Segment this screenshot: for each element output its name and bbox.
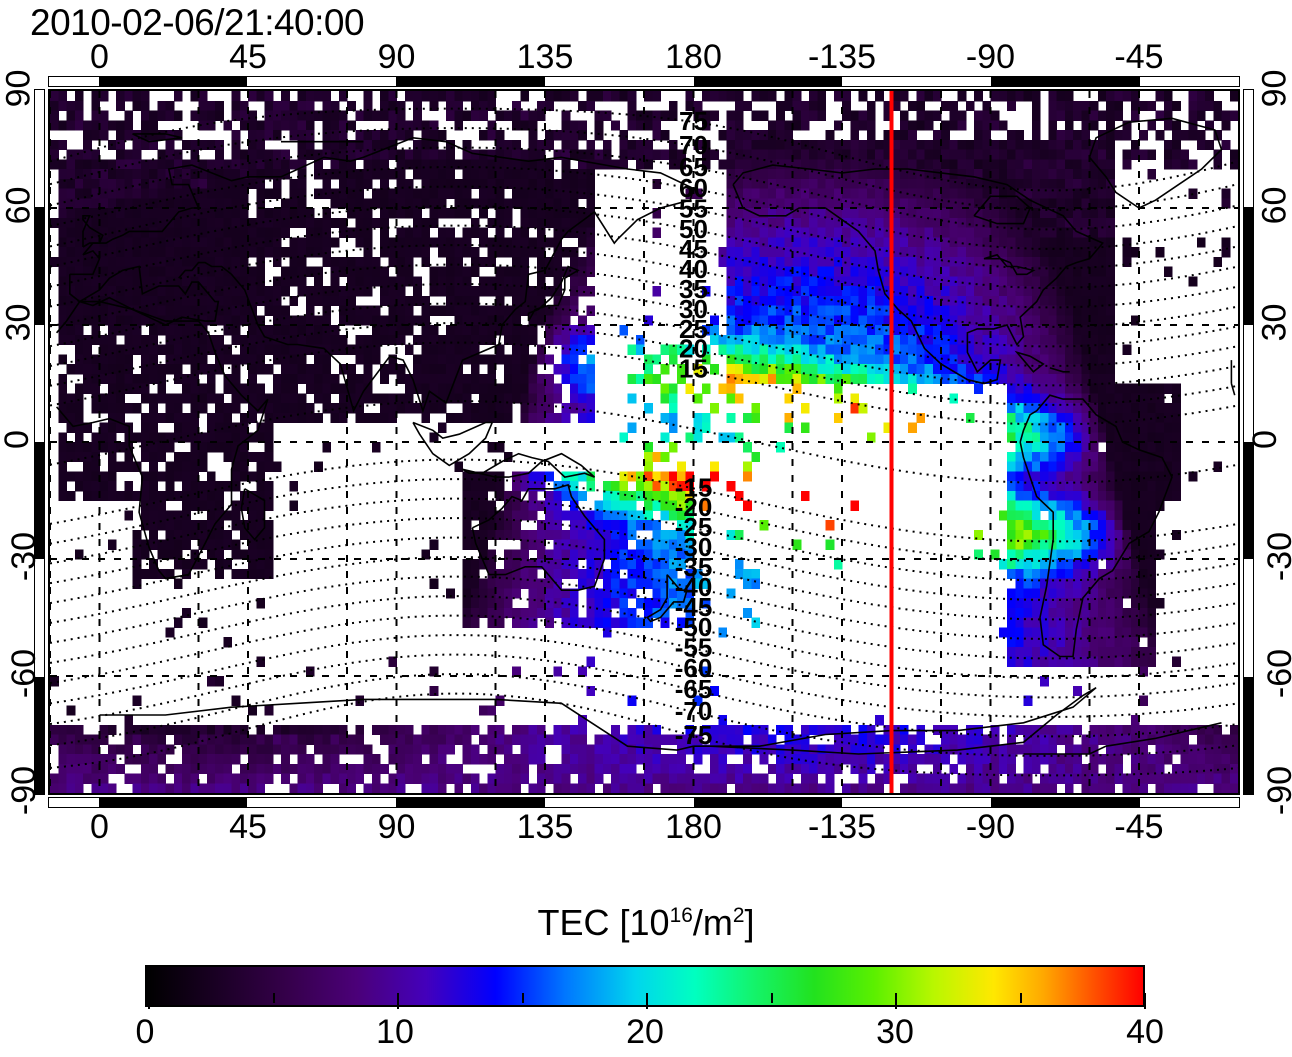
axis-tick-segment — [396, 798, 545, 807]
axis-tick-segment — [991, 77, 1140, 86]
colorbar-title-suffix: /m — [692, 902, 733, 943]
axis-tick-segment — [35, 676, 44, 794]
colorbar-minor-tick — [1019, 993, 1022, 1003]
y-axis-tick-label-text: 90 — [0, 69, 38, 108]
colorbar-minor-tick — [770, 993, 773, 1003]
y-axis-tick-label-left: 0 — [0, 420, 36, 459]
y-axis-tick-label-text: 30 — [1255, 303, 1292, 342]
x-axis-tick-label-bottom: 135 — [516, 808, 574, 846]
tec-data-cells — [50, 91, 1238, 793]
x-axis-tick-label-bottom: 45 — [229, 808, 267, 846]
axis-tick-segment — [1244, 207, 1253, 325]
colorbar-title: TEC [1016/m2] — [0, 902, 1292, 944]
y-axis-tick-label-left: 30 — [0, 303, 37, 342]
x-axis-tick-label-bottom: -135 — [807, 808, 877, 846]
axis-tick-segment — [35, 207, 44, 325]
colorbar-title-exp: 16 — [669, 904, 693, 927]
axis-tickbar-left — [34, 89, 45, 795]
colorbar-tick-label: 20 — [626, 1013, 664, 1051]
axis-tick-segment — [1244, 676, 1253, 794]
y-axis-tick-label-left: -90 — [0, 766, 43, 815]
colorbar-title-exp2: 2 — [732, 904, 745, 927]
colorbar-major-tick — [1144, 993, 1146, 1009]
coastlines — [55, 117, 1236, 755]
axis-tick-segment — [693, 798, 843, 807]
y-axis-tick-label-text: 30 — [0, 303, 38, 342]
colorbar-tick-label: 40 — [1126, 1013, 1164, 1051]
tec-map-canvas: 75706560555045403530252015-15-20-25-30-3… — [50, 91, 1238, 793]
colorbar-tick-label: 10 — [376, 1013, 414, 1051]
map-plot-area: 75 70 65 60 55 50 45 40 35 30 25 20 15 -15 -20 -25 -30 -3… — [48, 89, 1240, 795]
x-axis-tick-label-bottom: 0 — [90, 808, 109, 846]
colorbar-title-prefix: TEC [10 — [537, 902, 670, 943]
axis-tickbar-bottom — [48, 797, 1240, 808]
y-axis-tick-label-right: 60 — [1255, 186, 1292, 225]
y-axis-tick-label-text: 0 — [1245, 430, 1284, 449]
colorbar-minor-tick — [272, 993, 275, 1003]
x-axis-tick-label-bottom: -45 — [1114, 808, 1164, 846]
x-axis-tick-label-bottom: 90 — [377, 808, 416, 846]
colorbar-minor-tick — [521, 993, 524, 1003]
y-axis-tick-label-text: 90 — [1255, 69, 1292, 108]
y-axis-tick-label-left: 60 — [0, 186, 37, 225]
x-axis-tick-label-top: -135 — [807, 38, 877, 76]
graticule-grid — [50, 91, 1238, 793]
y-axis-tick-label-left: 90 — [0, 69, 37, 108]
axis-tickbar-top — [48, 76, 1240, 87]
y-axis-tick-label-text: 0 — [0, 430, 36, 449]
x-axis-tick-label-top: 135 — [516, 38, 574, 76]
x-axis-tick-label-bottom: -90 — [965, 808, 1016, 846]
axis-tick-segment — [98, 798, 248, 807]
map-plot-inner: 75 70 65 60 55 50 45 40 35 30 25 20 15 -15 -20 -25 -30 -3… — [50, 91, 1238, 793]
y-axis-tick-label-right: 90 — [1255, 69, 1292, 108]
y-axis-tick-label-text: -60 — [1261, 648, 1292, 699]
y-axis-tick-label-right: -30 — [1256, 532, 1292, 581]
axis-tick-segment — [991, 798, 1140, 807]
colorbar-major-tick — [148, 993, 150, 1009]
x-axis-tick-label-top: 45 — [229, 38, 267, 76]
y-axis-tick-label-left: -30 — [0, 532, 43, 581]
geomagnetic-latitude-contours — [50, 107, 1238, 777]
axis-tick-segment — [35, 442, 44, 560]
x-axis-tick-label-top: 0 — [90, 38, 109, 76]
colorbar-tick-label: 0 — [135, 1013, 155, 1051]
x-axis-tick-label-top: -45 — [1114, 38, 1164, 76]
x-axis-tick-label-bottom: 180 — [665, 808, 722, 846]
x-axis-tick-label-top: -90 — [965, 38, 1016, 76]
y-axis-tick-label-text: -90 — [1261, 765, 1292, 816]
colorbar-tick-label: 30 — [876, 1013, 914, 1051]
y-axis-tick-label-text: 60 — [0, 186, 38, 225]
axis-tick-segment — [1244, 442, 1253, 560]
colorbar — [145, 965, 1146, 1009]
colorbar-title-close: ] — [744, 902, 755, 943]
geomagnetic-latitude-labels: 75706560555045403530252015-15-20-25-30-3… — [675, 106, 713, 750]
y-axis-tick-label-text: 60 — [1255, 186, 1292, 225]
axis-tick-segment — [396, 77, 545, 86]
axis-tick-segment — [693, 77, 843, 86]
axis-tickbar-right — [1243, 89, 1254, 795]
y-axis-tick-label-text: -30 — [1261, 531, 1292, 582]
y-axis-tick-label-text: -60 — [5, 648, 44, 699]
y-axis-tick-label-right: 30 — [1255, 303, 1292, 342]
y-axis-tick-label-text: -30 — [5, 531, 44, 582]
colorbar-major-tick — [397, 993, 399, 1009]
y-axis-tick-label-right: -90 — [1256, 766, 1292, 815]
figure-title: 2010-02-06/21:40:00 — [30, 2, 365, 43]
axis-tick-segment — [98, 77, 248, 86]
y-axis-tick-label-right: -60 — [1256, 649, 1292, 698]
y-axis-tick-label-right: 0 — [1246, 420, 1292, 459]
x-axis-tick-label-top: 90 — [377, 38, 416, 76]
colorbar-major-tick — [646, 993, 648, 1009]
y-axis-tick-label-text: -90 — [5, 765, 44, 816]
colorbar-major-tick — [895, 993, 897, 1009]
y-axis-tick-label-left: -60 — [0, 649, 43, 698]
x-axis-tick-label-top: 180 — [665, 38, 722, 76]
